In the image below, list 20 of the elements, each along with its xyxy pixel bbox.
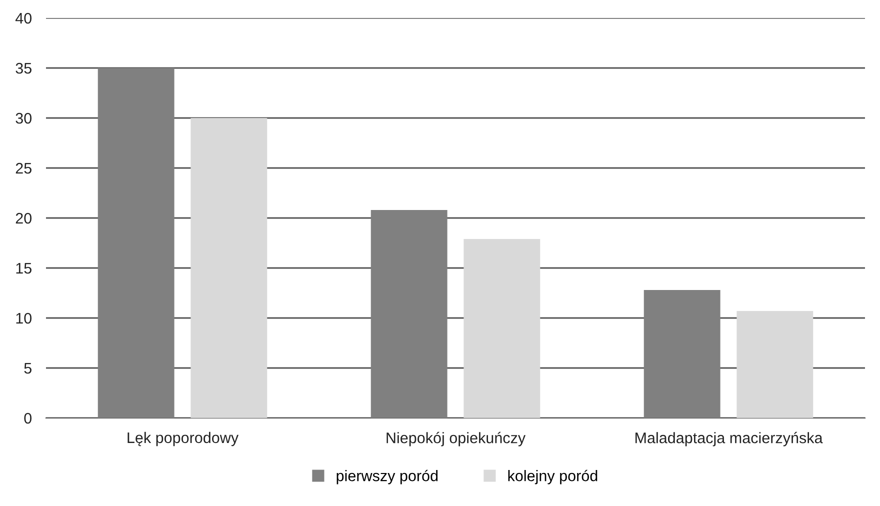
y-tick-label: 40 bbox=[15, 12, 32, 24]
bar bbox=[644, 290, 720, 418]
bar bbox=[464, 239, 540, 418]
y-tick-label: 30 bbox=[16, 112, 32, 124]
y-tick-label: 15 bbox=[16, 263, 32, 274]
y-tick-label: 35 bbox=[16, 62, 32, 74]
legend-label: kolejny poród bbox=[508, 470, 598, 484]
x-tick-label: Niepokój opiekuńczy bbox=[386, 432, 526, 446]
bar bbox=[736, 311, 814, 418]
bar bbox=[370, 210, 448, 418]
y-tick-label: 10 bbox=[16, 312, 32, 324]
x-tick-label: Lęk poporodowy bbox=[128, 432, 239, 446]
y-tick-label: 25 bbox=[16, 162, 32, 174]
x-tick-label: Maladaptacja macierzyńska bbox=[636, 432, 823, 446]
bar bbox=[190, 118, 268, 418]
y-tick-label: 5 bbox=[24, 363, 32, 374]
bar bbox=[98, 68, 174, 418]
legend-label: pierwszy poród bbox=[336, 470, 438, 484]
y-tick-label: 0 bbox=[24, 412, 32, 424]
y-tick-label: 20 bbox=[16, 212, 32, 224]
